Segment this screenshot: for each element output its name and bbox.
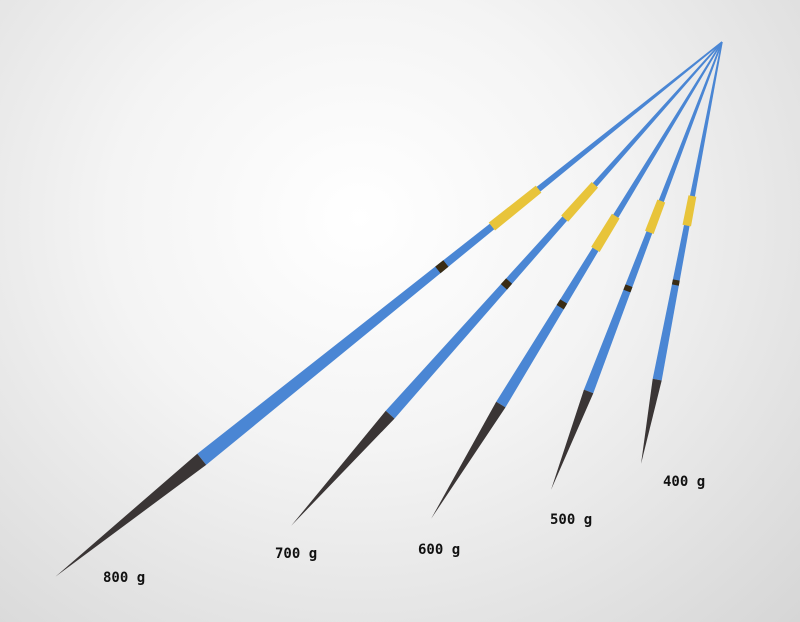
javelin-band-600g	[556, 299, 568, 310]
javelin-shaft-800g	[197, 41, 723, 465]
label-600g: 600 g	[418, 542, 461, 558]
javelin-band-800g	[435, 260, 449, 274]
javelin-band-400g	[671, 279, 680, 286]
label-400g: 400 g	[663, 474, 706, 490]
label-500g: 500 g	[550, 512, 593, 528]
javelin-band-700g	[500, 278, 513, 290]
javelin-grip-700g	[561, 181, 598, 222]
javelin-grip-500g	[645, 199, 666, 235]
javelin-tip-800g	[55, 453, 207, 577]
javelin-grip-400g	[682, 195, 697, 227]
javelin-tip-400g	[641, 378, 662, 464]
javelin-band-500g	[623, 284, 633, 293]
label-700g: 700 g	[275, 546, 318, 562]
label-800g: 800 g	[103, 570, 146, 586]
javelin-tip-600g	[431, 401, 506, 519]
javelin-grip-800g	[488, 185, 542, 231]
javelin-tip-700g	[291, 410, 395, 526]
javelin-tip-500g	[551, 389, 594, 490]
javelin-grip-600g	[591, 213, 620, 253]
javelin-shaft-700g	[385, 41, 723, 419]
